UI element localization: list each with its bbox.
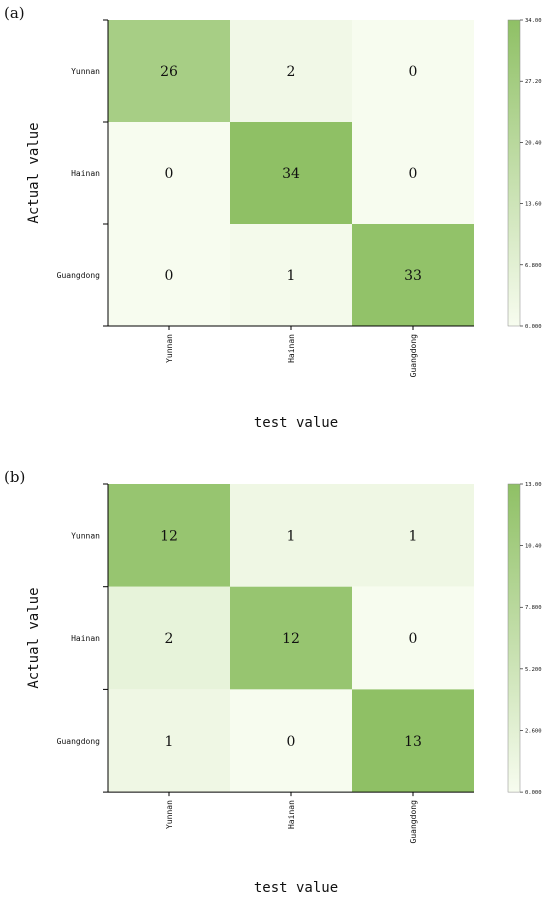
heatmap-cell xyxy=(352,586,474,690)
colorbar-tick-label: 34.00 xyxy=(525,18,542,24)
x-tick-label: Yunnan xyxy=(165,800,174,829)
cell-value-label: 0 xyxy=(165,166,174,182)
panel-label: (b) xyxy=(4,468,25,486)
cell-value-label: 0 xyxy=(287,734,296,750)
heatmap-cell xyxy=(352,122,474,224)
x-axis-title: test value xyxy=(254,880,338,896)
heatmap-cell xyxy=(108,484,230,587)
heatmap-cell xyxy=(108,689,230,793)
heatmap-cell xyxy=(230,484,352,587)
colorbar-tick-label: 7.800 xyxy=(525,605,542,611)
cell-value-label: 0 xyxy=(409,166,418,182)
colorbar-tick-label: 27.20 xyxy=(525,79,542,85)
colorbar-tick-label: 20.40 xyxy=(525,140,542,146)
heatmap-cell xyxy=(108,586,230,690)
panel-label: (a) xyxy=(4,4,25,22)
y-tick-label: Yunnan xyxy=(71,531,100,540)
x-tick-label: Hainan xyxy=(287,800,296,829)
heatmap-cell xyxy=(230,689,352,793)
y-tick-label: Hainan xyxy=(71,169,100,178)
cell-value-label: 0 xyxy=(165,268,174,284)
heatmap-cell xyxy=(352,224,474,326)
cell-value-label: 0 xyxy=(409,631,418,647)
heatmap-cell xyxy=(352,20,474,122)
heatmap-cell xyxy=(230,224,352,326)
heatmap-cell xyxy=(108,20,230,122)
colorbar-tick-label: 0.000 xyxy=(525,324,542,330)
cell-value-label: 33 xyxy=(404,268,422,284)
x-tick-label: Guangdong xyxy=(409,334,418,378)
cell-value-label: 1 xyxy=(287,268,296,284)
y-axis-title: Actual value xyxy=(26,587,42,688)
cell-value-label: 1 xyxy=(165,734,174,750)
x-tick-label: Hainan xyxy=(287,334,296,363)
cell-value-label: 1 xyxy=(409,528,418,544)
cell-value-label: 12 xyxy=(282,631,300,647)
colorbar-tick-label: 2.600 xyxy=(525,728,542,734)
heatmap-cell xyxy=(230,122,352,224)
cell-value-label: 34 xyxy=(282,166,300,182)
colorbar-tick-label: 13.00 xyxy=(525,482,542,488)
colorbar-tick-label: 0.000 xyxy=(525,790,542,796)
cell-value-label: 13 xyxy=(404,734,422,750)
x-tick-label: Guangdong xyxy=(409,800,418,844)
y-tick-label: Guangdong xyxy=(57,271,101,280)
y-axis-title: Actual value xyxy=(26,122,42,223)
heatmap-cell xyxy=(352,689,474,793)
y-tick-label: Hainan xyxy=(71,634,100,643)
cell-value-label: 26 xyxy=(160,64,178,80)
heatmap-cell xyxy=(108,224,230,326)
heatmap-panel-1: (a) 26 2 0 0 34 0 0 1 33 Yunnan Hainan Guangdong Yunn… xyxy=(4,4,542,431)
heatmap-cell xyxy=(108,122,230,224)
heatmap-cell xyxy=(230,20,352,122)
y-tick-label: Guangdong xyxy=(57,737,101,746)
cell-value-label: 2 xyxy=(165,631,174,647)
colorbar-tick-label: 6.800 xyxy=(525,263,542,269)
cell-value-label: 1 xyxy=(287,528,296,544)
colorbar-tick-label: 13.60 xyxy=(525,202,542,208)
colorbar xyxy=(507,483,521,793)
cell-value-label: 12 xyxy=(160,528,178,544)
y-tick-label: Yunnan xyxy=(71,67,100,76)
x-tick-label: Yunnan xyxy=(165,334,174,363)
cell-value-label: 2 xyxy=(287,64,296,80)
colorbar-tick-label: 5.200 xyxy=(525,667,542,673)
colorbar xyxy=(507,19,521,327)
colorbar-tick-label: 10.40 xyxy=(525,544,542,550)
heatmap-cell xyxy=(230,586,352,690)
heatmap-panel-2: (b)12 1 12 12 01 0 13YunnanHainanGuangdongYunn… xyxy=(4,468,542,896)
x-axis-title: test value xyxy=(254,415,338,431)
cell-value-label: 0 xyxy=(409,64,418,80)
heatmap-cell xyxy=(352,484,474,587)
